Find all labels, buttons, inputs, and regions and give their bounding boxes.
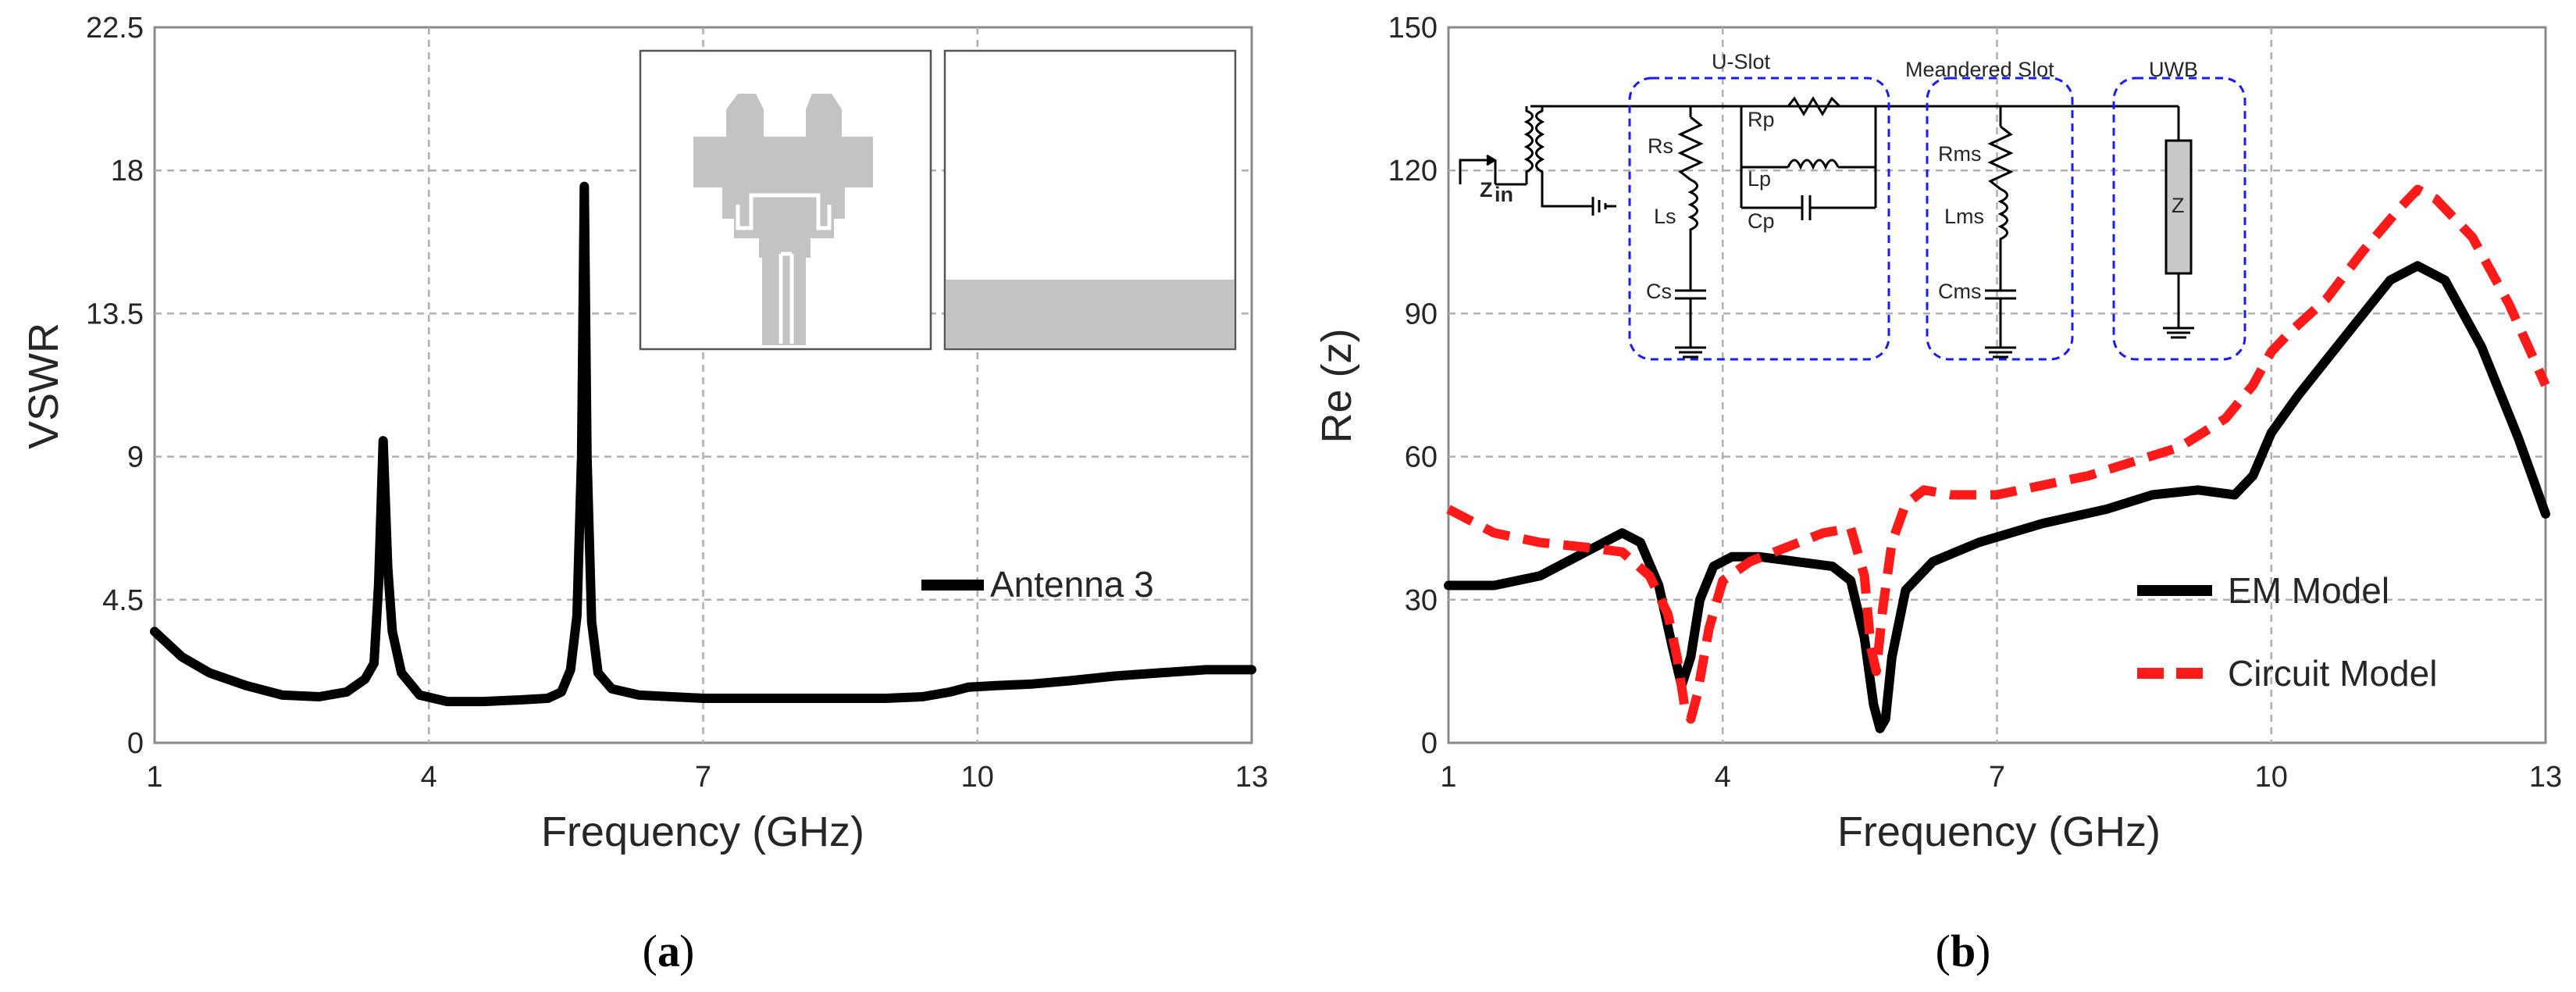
x-tick-label: 10 (961, 761, 994, 794)
panel-a-x-axis-title: Frequency (GHz) (541, 808, 864, 855)
circuit-label-cs: Cs (1646, 280, 1672, 303)
y-tick-label: 60 (1405, 441, 1438, 474)
y-tick-label: 150 (1388, 12, 1438, 45)
y-tick-label: 120 (1388, 155, 1438, 187)
panel-a-caption: ( a ) (643, 926, 695, 976)
svg-text:(: ( (1936, 926, 1951, 976)
panel-b-gridlines (1448, 27, 2546, 743)
uwb-impedance-block-icon (2164, 139, 2193, 275)
antenna-ground-plane-icon (946, 280, 1235, 348)
series-line-antenna-3 (150, 181, 1256, 707)
panel-b-re-z-chart: 0 30 60 90 120 150 1 4 7 10 13 (1313, 12, 2562, 976)
y-tick-label: 0 (1421, 727, 1438, 760)
svg-text:(: ( (643, 926, 657, 976)
panel-b-x-axis-title: Frequency (GHz) (1837, 808, 2161, 855)
panel-b-plot-frame (1447, 26, 2547, 744)
meandered-slot-group-box (1926, 77, 2074, 361)
svg-text:): ) (1976, 926, 1990, 976)
y-tick-label: 90 (1405, 298, 1438, 330)
circuit-label-rs: Rs (1648, 134, 1673, 158)
group-label-meandered-slot: Meandered Slot (1905, 58, 2054, 81)
series-line-circuit-model (1446, 184, 2550, 724)
panel-a-legend: Antenna 3 (921, 564, 1154, 605)
y-tick-label: 18 (111, 155, 144, 187)
panel-b-x-tick-labels: 1 4 7 10 13 (1440, 761, 2562, 794)
x-tick-label: 10 (2255, 761, 2288, 794)
y-tick-label: 4.5 (102, 584, 144, 617)
panel-b-caption: ( b ) (1936, 926, 1991, 976)
circuit-label-cms: Cms (1938, 280, 1982, 303)
panel-b-y-axis-title: Re (z) (1313, 329, 1360, 444)
group-label-u-slot: U-Slot (1712, 50, 1771, 73)
panel-a-vswr-chart: 0 4.5 9 13.5 18 22.5 1 4 7 10 13 (20, 12, 1268, 976)
legend-label-em-model: EM Model (2228, 570, 2389, 611)
panel-a-x-tick-labels: 1 4 7 10 13 (146, 761, 1268, 794)
svg-text:): ) (679, 926, 694, 976)
x-tick-label: 1 (146, 761, 162, 794)
uwb-group-box (2112, 77, 2246, 361)
circuit-label-rms: Rms (1938, 142, 1982, 166)
x-tick-label: 4 (421, 761, 437, 794)
circuit-label-lms: Lms (1944, 205, 1984, 228)
legend-label-antenna-3: Antenna 3 (990, 564, 1154, 605)
circuit-label-ls: Ls (1654, 205, 1676, 228)
panel-b-legend: EM Model Circuit Model (2137, 570, 2437, 694)
circuit-labels: U-Slot Meandered Slot UWB Z in Rs Ls Cs … (1480, 50, 2198, 303)
x-tick-label: 7 (695, 761, 711, 794)
circuit-label-z: Z (2172, 194, 2185, 217)
x-tick-label: 1 (1440, 761, 1456, 794)
antenna-geometry-inset (639, 49, 1237, 351)
circuit-label-zin-subscript: in (1495, 183, 1513, 206)
circuit-label-cp: Cp (1748, 209, 1775, 233)
circuit-label-zin: Z (1480, 178, 1493, 202)
x-tick-label: 13 (1235, 761, 1268, 794)
y-tick-label: 13.5 (86, 298, 144, 330)
circuit-group-boxes (1628, 77, 2246, 361)
x-tick-label: 4 (1715, 761, 1731, 794)
x-tick-label: 13 (2529, 761, 2562, 794)
u-slot-group-box (1628, 77, 1890, 361)
y-tick-label: 22.5 (86, 12, 144, 45)
antenna-u-slot-icon (736, 193, 832, 344)
panel-a-y-tick-labels: 0 4.5 9 13.5 18 22.5 (86, 12, 144, 760)
y-tick-label: 0 (127, 727, 144, 760)
panel-b-y-tick-labels: 0 30 60 90 120 150 (1388, 12, 1438, 760)
x-tick-label: 7 (1989, 761, 2005, 794)
group-label-uwb: UWB (2149, 58, 2198, 81)
equivalent-circuit-inset (1459, 96, 2194, 359)
panel-a-y-axis-title: VSWR (20, 323, 67, 449)
panel-a-series-layer (150, 181, 1256, 707)
panel-a-caption-letter: a (657, 926, 680, 976)
panel-b-series-layer (1444, 184, 2550, 733)
panel-b-caption-letter: b (1951, 926, 1976, 976)
y-tick-label: 9 (127, 441, 144, 474)
y-tick-label: 30 (1405, 584, 1438, 617)
circuit-label-lp: Lp (1748, 167, 1771, 191)
circuit-label-rp: Rp (1748, 108, 1775, 131)
legend-label-circuit-model: Circuit Model (2228, 653, 2437, 694)
